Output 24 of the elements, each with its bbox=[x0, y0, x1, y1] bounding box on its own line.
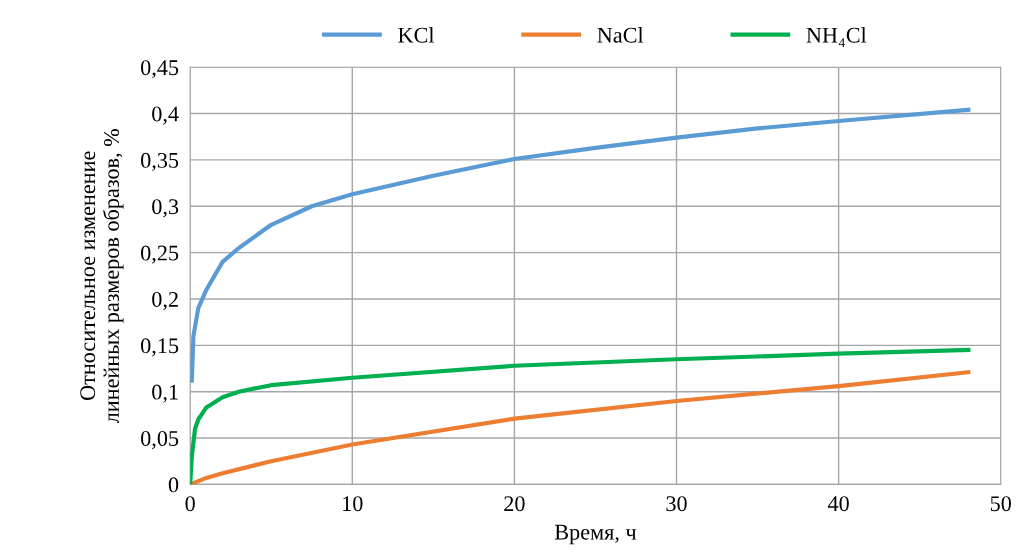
legend-label: KCl bbox=[398, 27, 435, 43]
y-axis-title: Относительное изменение линейных размеров образов, % bbox=[80, 129, 124, 424]
x-tick-label: 20 bbox=[504, 496, 525, 512]
x-tick-label: 40 bbox=[827, 496, 849, 512]
y-tick-label: 0,4 bbox=[152, 106, 179, 125]
y-tick-label: 0,35 bbox=[141, 152, 179, 172]
x-axis-title: Время, ч bbox=[554, 524, 637, 545]
y-tick-label: 0 bbox=[168, 477, 179, 493]
y-tick-label: 0,3 bbox=[152, 199, 179, 218]
y-tick-label: 0,25 bbox=[141, 245, 179, 264]
legend-label: NaCl bbox=[597, 27, 644, 43]
x-tick-label: 50 bbox=[990, 496, 1011, 512]
y-tick-label: 0,15 bbox=[141, 338, 179, 357]
y-tick-label: 0,1 bbox=[152, 384, 178, 403]
x-tick-label: 10 bbox=[343, 496, 363, 512]
x-tick-label: 0 bbox=[185, 496, 195, 512]
y-tick-label: 0,2 bbox=[152, 291, 178, 311]
legend-label: NH₄Cl bbox=[806, 27, 867, 47]
y-tick-label: 0,45 bbox=[141, 60, 179, 79]
y-tick-label: 0,05 bbox=[141, 430, 179, 450]
line-series bbox=[190, 107, 971, 383]
x-tick-label: 30 bbox=[666, 496, 687, 512]
line-series bbox=[190, 370, 971, 485]
line-series bbox=[190, 347, 971, 485]
